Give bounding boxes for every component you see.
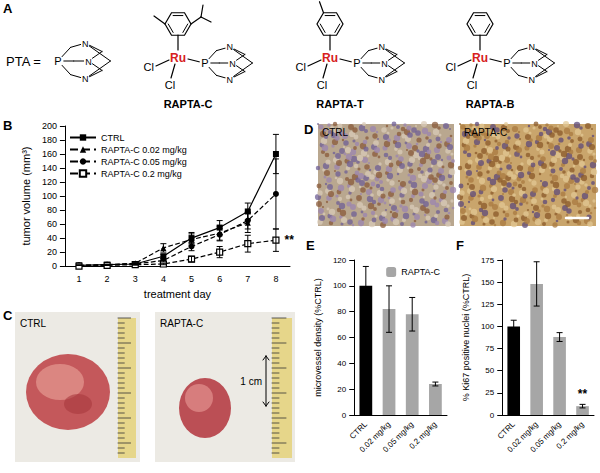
svg-text:CTRL: CTRL xyxy=(496,419,518,441)
svg-text:N: N xyxy=(381,59,388,69)
svg-text:N: N xyxy=(531,59,538,69)
svg-text:6: 6 xyxy=(217,274,222,284)
svg-text:25: 25 xyxy=(485,388,494,397)
svg-text:3: 3 xyxy=(133,274,138,284)
svg-text:Ru: Ru xyxy=(170,51,186,65)
svg-text:100: 100 xyxy=(42,191,57,201)
svg-text:RAPTA-C 0.2 mg/kg: RAPTA-C 0.2 mg/kg xyxy=(101,169,182,179)
svg-text:50: 50 xyxy=(485,366,494,375)
svg-text:8: 8 xyxy=(273,274,278,284)
svg-text:N: N xyxy=(528,42,535,52)
svg-text:125: 125 xyxy=(481,300,495,309)
svg-text:C: C xyxy=(3,308,13,323)
svg-text:Cl: Cl xyxy=(467,79,477,91)
svg-text:tumor volume (mm³): tumor volume (mm³) xyxy=(20,147,32,246)
svg-text:CTRL: CTRL xyxy=(101,133,125,143)
svg-text:80: 80 xyxy=(337,307,346,316)
svg-text:60: 60 xyxy=(337,333,346,342)
svg-text:F: F xyxy=(456,238,464,253)
svg-text:CTRL: CTRL xyxy=(348,419,370,441)
svg-text:P: P xyxy=(503,57,510,69)
svg-text:E: E xyxy=(306,238,315,253)
svg-text:RAPTA-B: RAPTA-B xyxy=(466,98,515,110)
svg-text:**: ** xyxy=(285,233,295,247)
svg-text:N: N xyxy=(85,57,92,67)
svg-text:80: 80 xyxy=(47,205,57,215)
svg-text:5: 5 xyxy=(189,274,194,284)
svg-text:CTRL: CTRL xyxy=(20,318,47,329)
svg-text:180: 180 xyxy=(42,135,57,145)
svg-text:N: N xyxy=(82,39,89,49)
svg-text:40: 40 xyxy=(47,233,57,243)
svg-text:0: 0 xyxy=(52,261,57,271)
svg-text:RAPTA-C: RAPTA-C xyxy=(401,267,440,277)
svg-text:PTA =: PTA = xyxy=(6,54,41,69)
svg-text:RAPTA-C: RAPTA-C xyxy=(164,98,213,110)
svg-text:0.2 mg/kg: 0.2 mg/kg xyxy=(555,420,586,451)
svg-text:N: N xyxy=(378,42,385,52)
svg-text:B: B xyxy=(3,118,12,133)
svg-text:Cl: Cl xyxy=(165,79,175,91)
svg-text:N: N xyxy=(226,42,233,52)
svg-text:Cl: Cl xyxy=(144,61,154,73)
svg-text:Cl: Cl xyxy=(317,79,327,91)
svg-text:20: 20 xyxy=(337,385,346,394)
svg-text:200: 200 xyxy=(42,121,57,131)
svg-text:0.05 mg/kg: 0.05 mg/kg xyxy=(528,419,563,455)
svg-text:RAPTA-C 0.05 mg/kg: RAPTA-C 0.05 mg/kg xyxy=(101,157,187,167)
svg-text:RAPTA-T: RAPTA-T xyxy=(316,98,364,110)
svg-text:treatment day: treatment day xyxy=(144,288,212,300)
svg-text:Cl: Cl xyxy=(446,61,456,73)
svg-text:20: 20 xyxy=(47,247,57,257)
svg-text:120: 120 xyxy=(333,256,347,265)
svg-text:D: D xyxy=(304,122,313,137)
svg-text:60: 60 xyxy=(47,219,57,229)
svg-text:0.02 mg/kg: 0.02 mg/kg xyxy=(357,419,393,455)
svg-text:160: 160 xyxy=(42,149,57,159)
svg-text:RAPTA-C: RAPTA-C xyxy=(160,318,203,329)
svg-text:140: 140 xyxy=(42,163,57,173)
svg-text:N: N xyxy=(378,75,385,85)
svg-text:175: 175 xyxy=(481,256,495,265)
svg-text:P: P xyxy=(353,57,360,69)
svg-text:RAPTA-C: RAPTA-C xyxy=(464,127,507,138)
svg-text:1: 1 xyxy=(76,274,81,284)
svg-text:Cl: Cl xyxy=(296,61,306,73)
svg-text:microvessel density (%CTRL): microvessel density (%CTRL) xyxy=(313,278,323,397)
svg-text:0.02 mg/kg: 0.02 mg/kg xyxy=(505,419,540,455)
svg-text:2: 2 xyxy=(105,274,110,284)
svg-text:N: N xyxy=(226,75,233,85)
svg-text:P: P xyxy=(54,55,61,67)
svg-text:% Ki67 positive nuclei (%CTRL): % Ki67 positive nuclei (%CTRL) xyxy=(461,274,471,402)
svg-text:N: N xyxy=(528,75,535,85)
svg-text:75: 75 xyxy=(485,344,494,353)
svg-text:Ru: Ru xyxy=(472,51,488,65)
svg-text:N: N xyxy=(229,59,236,69)
svg-text:150: 150 xyxy=(481,278,495,287)
svg-text:100: 100 xyxy=(333,281,347,290)
svg-text:120: 120 xyxy=(42,177,57,187)
svg-text:0.2 mg/kg: 0.2 mg/kg xyxy=(407,420,438,451)
svg-text:**: ** xyxy=(578,387,588,401)
svg-text:4: 4 xyxy=(161,274,166,284)
svg-text:7: 7 xyxy=(245,274,250,284)
svg-text:N: N xyxy=(82,74,89,84)
svg-text:CTRL: CTRL xyxy=(322,127,349,138)
svg-text:RAPTA-C 0.02 mg/kg: RAPTA-C 0.02 mg/kg xyxy=(101,145,187,155)
svg-text:Ru: Ru xyxy=(322,51,338,65)
svg-text:100: 100 xyxy=(481,322,495,331)
svg-text:0: 0 xyxy=(342,411,347,420)
svg-text:1 cm: 1 cm xyxy=(240,376,262,387)
svg-text:0.05 mg/kg: 0.05 mg/kg xyxy=(381,420,415,454)
svg-text:0: 0 xyxy=(490,411,495,420)
svg-text:P: P xyxy=(201,57,208,69)
svg-text:40: 40 xyxy=(337,359,346,368)
svg-text:A: A xyxy=(3,1,13,16)
